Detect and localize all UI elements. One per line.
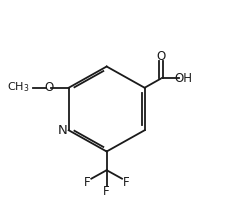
Text: O: O (44, 81, 53, 94)
Text: F: F (83, 176, 90, 189)
Text: N: N (57, 124, 67, 136)
Text: OH: OH (174, 72, 192, 85)
Text: O: O (156, 50, 165, 63)
Text: F: F (103, 185, 109, 198)
Text: CH$_3$: CH$_3$ (7, 81, 29, 94)
Text: F: F (123, 176, 129, 189)
